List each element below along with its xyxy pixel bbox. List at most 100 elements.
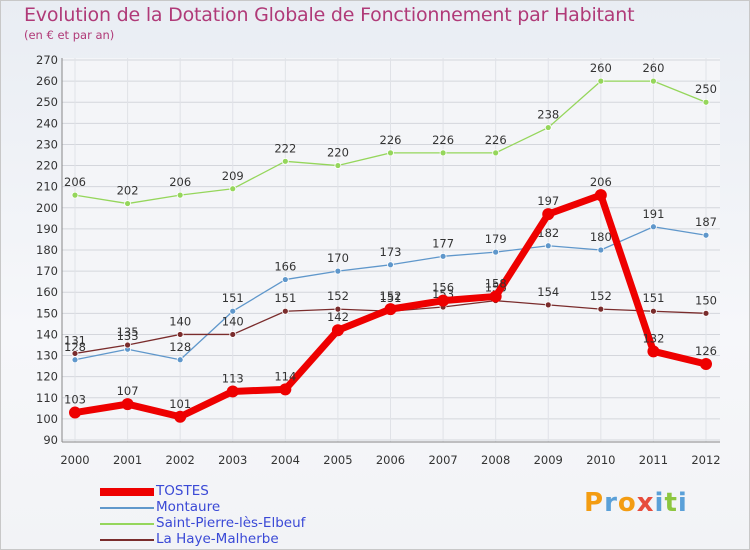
data-label-la-haye: 135 (117, 325, 139, 339)
y-tick-label: 120 (36, 370, 58, 384)
data-label-saint-pierre: 226 (432, 133, 454, 147)
data-point-saint-pierre (230, 186, 236, 192)
data-label-saint-pierre: 226 (485, 133, 507, 147)
data-label-saint-pierre: 202 (117, 184, 139, 198)
data-label-montaure: 166 (274, 260, 296, 274)
y-tick-label: 180 (36, 243, 58, 257)
data-label-tostes: 156 (432, 281, 454, 295)
data-point-la-haye (650, 308, 656, 314)
data-point-montaure (598, 247, 604, 253)
data-point-saint-pierre (493, 150, 499, 156)
x-tick-label: 2011 (639, 453, 668, 467)
proxiti-logo: Proxiti (584, 488, 688, 518)
data-point-la-haye (703, 310, 709, 316)
data-point-la-haye (598, 306, 604, 312)
data-label-montaure: 180 (590, 230, 612, 244)
data-label-tostes: 107 (117, 384, 139, 398)
data-point-tostes (174, 411, 186, 423)
data-label-la-haye: 152 (590, 289, 612, 303)
y-tick-label: 150 (36, 306, 58, 320)
data-point-la-haye (282, 308, 288, 314)
logo-letter: i (655, 488, 665, 518)
y-tick-label: 90 (43, 433, 58, 447)
data-point-saint-pierre (125, 201, 131, 207)
y-tick-label: 190 (36, 222, 58, 236)
data-label-tostes: 101 (169, 397, 191, 411)
data-label-saint-pierre: 260 (642, 61, 664, 75)
data-label-montaure: 177 (432, 236, 454, 250)
data-point-tostes (69, 407, 81, 419)
legend-item-montaure: Montaure (100, 500, 400, 516)
data-label-tostes: 152 (380, 289, 402, 303)
data-point-saint-pierre (72, 192, 78, 198)
data-label-tostes: 103 (64, 393, 86, 407)
data-point-saint-pierre (703, 99, 709, 105)
data-point-tostes (332, 324, 344, 336)
data-label-montaure: 187 (695, 215, 717, 229)
data-point-la-haye (72, 350, 78, 356)
data-point-saint-pierre (282, 158, 288, 164)
y-tick-label: 240 (36, 116, 58, 130)
y-tick-label: 260 (36, 74, 58, 88)
x-tick-label: 2005 (323, 453, 352, 467)
legend-swatch-la-haye (100, 539, 154, 541)
data-label-saint-pierre: 226 (380, 133, 402, 147)
data-point-tostes (595, 189, 607, 201)
data-label-la-haye: 151 (274, 291, 296, 305)
legend-item-saint-pierre: Saint-Pierre-lès-Elbeuf (100, 516, 400, 532)
legend-label-la-haye: La Haye-Malherbe (156, 531, 279, 547)
data-point-montaure (230, 308, 236, 314)
x-tick-label: 2009 (534, 453, 563, 467)
data-point-montaure (493, 249, 499, 255)
data-label-montaure: 173 (380, 245, 402, 259)
data-label-tostes: 113 (222, 371, 244, 385)
data-point-tostes (279, 383, 291, 395)
x-tick-label: 2006 (376, 453, 405, 467)
data-label-tostes: 197 (537, 194, 559, 208)
data-label-la-haye: 150 (695, 293, 717, 307)
data-label-tostes: 158 (485, 276, 507, 290)
legend-swatch-saint-pierre (100, 523, 154, 525)
data-point-la-haye (230, 331, 236, 337)
data-point-montaure (650, 224, 656, 230)
x-tick-label: 2003 (218, 453, 247, 467)
data-point-tostes (647, 345, 659, 357)
data-point-la-haye (125, 342, 131, 348)
data-label-la-haye: 151 (642, 291, 664, 305)
legend-item-tostes: TOSTES (100, 484, 400, 500)
logo-letter: P (584, 488, 604, 518)
logo-letter: o (618, 488, 637, 518)
y-tick-label: 110 (36, 391, 58, 405)
legend-swatch-montaure (100, 507, 154, 509)
data-point-saint-pierre (440, 150, 446, 156)
data-point-la-haye (545, 302, 551, 308)
data-label-saint-pierre: 220 (327, 146, 349, 160)
logo-letter: i (678, 488, 688, 518)
data-label-tostes: 132 (642, 331, 664, 345)
data-label-la-haye: 152 (327, 289, 349, 303)
legend-label-tostes: TOSTES (156, 483, 209, 499)
logo-letter: x (637, 488, 655, 518)
x-tick-label: 2008 (481, 453, 510, 467)
data-point-tostes (385, 303, 397, 315)
logo-letter: r (604, 488, 618, 518)
data-point-saint-pierre (650, 78, 656, 84)
logo-letter: t (664, 488, 677, 518)
x-tick-label: 2010 (586, 453, 615, 467)
y-tick-label: 250 (36, 95, 58, 109)
y-tick-label: 230 (36, 137, 58, 151)
legend-item-la-haye: La Haye-Malherbe (100, 532, 400, 548)
data-label-saint-pierre: 209 (222, 169, 244, 183)
y-tick-label: 160 (36, 285, 58, 299)
data-point-montaure (335, 268, 341, 274)
data-label-la-haye: 140 (222, 314, 244, 328)
legend-label-montaure: Montaure (156, 499, 220, 515)
data-point-tostes (122, 398, 134, 410)
chart-legend: TOSTES Montaure Saint-Pierre-lès-Elbeuf … (100, 484, 400, 548)
data-point-tostes (542, 208, 554, 220)
y-tick-label: 220 (36, 159, 58, 173)
data-point-montaure (72, 357, 78, 363)
line-chart: 9010011012013014015016017018019020021022… (0, 0, 750, 550)
x-tick-label: 2012 (691, 453, 720, 467)
data-label-montaure: 128 (169, 340, 191, 354)
